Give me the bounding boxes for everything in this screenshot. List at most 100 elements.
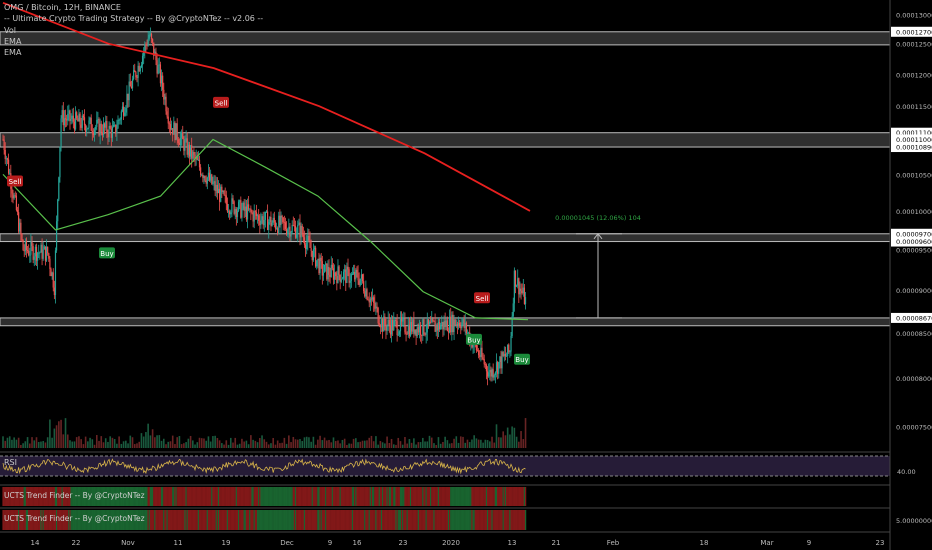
- trend-bar: [205, 510, 207, 530]
- trend-bar: [326, 510, 328, 530]
- candle-body: [88, 120, 90, 128]
- candle-body: [265, 211, 268, 213]
- candle-body: [104, 123, 106, 128]
- trend-bar: [336, 510, 338, 530]
- trend-bar: [397, 487, 399, 506]
- trend-bar: [269, 510, 271, 530]
- candle-body: [442, 321, 444, 330]
- volume-bar: [62, 434, 65, 448]
- candle-body: [348, 269, 350, 283]
- volume-bar: [379, 441, 382, 448]
- volume-bar: [265, 441, 268, 448]
- price-level-box: [891, 26, 932, 37]
- trend-bar: [269, 487, 271, 506]
- trend-bar: [144, 487, 146, 506]
- trend-bar: [184, 510, 186, 530]
- candle-body: [524, 297, 527, 305]
- volume-bar: [377, 444, 379, 448]
- candle-body: [279, 215, 281, 226]
- trend-bar: [206, 487, 209, 506]
- candle-body: [511, 316, 513, 337]
- trend-bar: [494, 510, 497, 530]
- volume-bar: [475, 438, 478, 448]
- volume-bar: [433, 443, 435, 448]
- trend-bar: [42, 487, 44, 506]
- trend-bar: [404, 510, 406, 530]
- candle-body: [100, 123, 102, 133]
- candle-body: [359, 278, 361, 285]
- trend-bar: [323, 510, 326, 530]
- trend-bar: [498, 487, 500, 506]
- trend-bar: [399, 487, 402, 506]
- trend-bar: [450, 510, 452, 530]
- trend-bar: [31, 487, 33, 506]
- trend-bar: [12, 510, 14, 530]
- candle-body: [76, 112, 78, 119]
- trend-bar: [396, 487, 398, 506]
- candle-body: [325, 263, 327, 265]
- trend-bar: [246, 510, 249, 530]
- volume-bar: [183, 443, 185, 448]
- candle-body: [278, 215, 280, 233]
- trend-bar: [288, 510, 290, 530]
- trend-bar: [319, 510, 321, 530]
- candle-body: [197, 159, 199, 161]
- trend-bar: [378, 487, 380, 506]
- trend-bar: [306, 487, 308, 506]
- trend-bar: [340, 510, 343, 530]
- trend-bar: [366, 510, 368, 530]
- trend-bar: [53, 487, 56, 506]
- trend-bar: [243, 510, 245, 530]
- trend-bar: [467, 510, 470, 530]
- trend-bar: [294, 487, 297, 506]
- trend-bar: [118, 487, 120, 506]
- trend-bar: [454, 487, 456, 506]
- trend-bar: [18, 487, 20, 506]
- trend-bar: [390, 487, 393, 506]
- trend-bar: [124, 510, 126, 530]
- trend-bar: [227, 510, 230, 530]
- candle-body: [14, 195, 16, 197]
- candle-body: [355, 269, 357, 280]
- trend-bar: [254, 510, 257, 530]
- volume-bar: [64, 418, 67, 448]
- candle-body: [138, 65, 140, 72]
- candle-body: [431, 318, 433, 323]
- trend-bar: [318, 510, 320, 530]
- volume-bar: [225, 440, 228, 448]
- trend-bar: [418, 487, 421, 506]
- candle-body: [38, 252, 40, 254]
- volume-bar: [497, 437, 500, 448]
- trend-bar: [469, 487, 471, 506]
- volume-bar: [229, 437, 232, 448]
- candle-body: [4, 150, 6, 159]
- trend-bar: [488, 487, 490, 506]
- trend-bar: [427, 510, 430, 530]
- trend-bar: [60, 487, 62, 506]
- trend-bar: [455, 487, 458, 506]
- volume-bar: [44, 442, 47, 448]
- trend-bar: [164, 510, 166, 530]
- candle-body: [233, 201, 235, 214]
- trend-bar: [521, 510, 523, 530]
- volume-bar: [491, 436, 493, 448]
- trend-bar: [334, 510, 336, 530]
- trend-bar: [6, 487, 9, 506]
- trend-bar: [81, 510, 83, 530]
- trend-bar: [450, 487, 452, 506]
- trend-bar: [261, 510, 263, 530]
- signal-label: Sell: [9, 178, 22, 186]
- trend-bar: [519, 487, 521, 506]
- trend-bar: [52, 487, 54, 506]
- trend-bar: [245, 510, 248, 530]
- trend-bar: [143, 487, 145, 506]
- trend-bar: [495, 487, 498, 506]
- trend-bar: [15, 487, 18, 506]
- trend-bar: [250, 487, 252, 506]
- candle-body: [16, 210, 19, 213]
- trend-bar: [99, 510, 101, 530]
- candle-body: [489, 369, 491, 373]
- candle-body: [128, 81, 130, 101]
